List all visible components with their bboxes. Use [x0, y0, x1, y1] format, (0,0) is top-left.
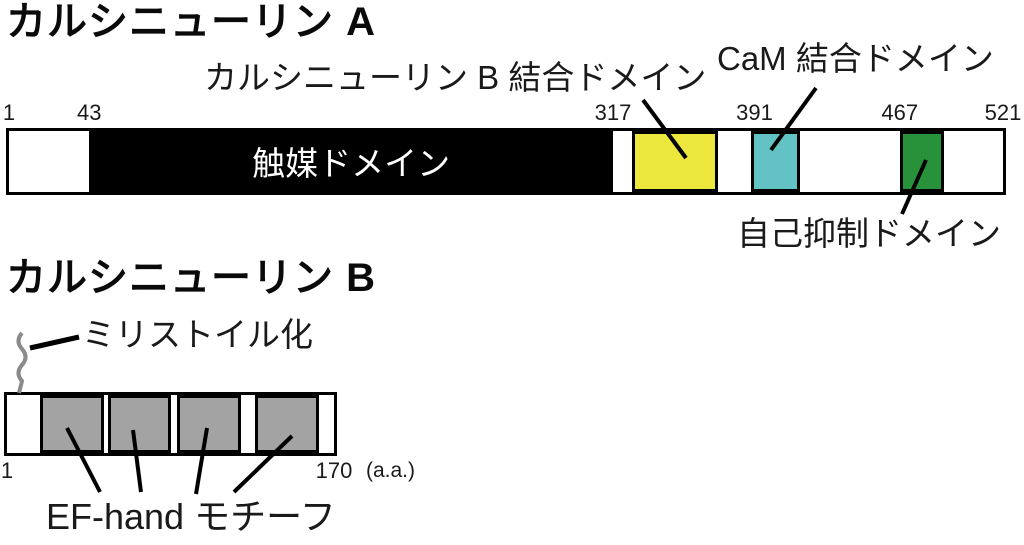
ef-hand-motif-1: [39, 395, 104, 453]
myristoylation-label: ミリストイル化: [82, 316, 313, 353]
ef-hand-motif-label: EF-hand モチーフ: [46, 496, 336, 537]
residue-tick-1: 1: [0, 458, 14, 483]
ef-hand-motif-2: [107, 395, 172, 453]
catalytic-domain-label: 触媒ドメイン: [252, 144, 451, 182]
calcineurin-b-binding-domain-label: カルシニューリン B 結合ドメイン: [204, 59, 707, 96]
ef-hand-motif-3: [177, 395, 242, 453]
residue-tick-43: 43: [77, 100, 102, 125]
residue-tick-391: 391: [736, 100, 773, 125]
amino-acid-unit-label: (a.a.): [366, 459, 416, 482]
ef-hand-motif-4: [254, 395, 319, 453]
cam-binding-domain-label: CaM 結合ドメイン: [717, 40, 994, 77]
residue-tick-317: 317: [594, 100, 632, 125]
calcineurin-a-bar: 触媒ドメイン: [6, 128, 1006, 195]
calcineurin-a-residue-ticks: 1 43 317 391 467 521: [3, 100, 1021, 125]
calcineurin-b-residue-ticks: 1 170: [1, 458, 352, 483]
catalytic-domain: 触媒ドメイン: [89, 131, 614, 192]
residue-tick-521: 521: [984, 100, 1022, 125]
cam-binding-domain: [750, 131, 801, 192]
calcineurin-b-binding-domain: [632, 131, 719, 192]
calcineurin-a-title: カルシニューリン A: [6, 0, 376, 44]
residue-tick-1: 1: [2, 100, 16, 125]
residue-tick-170: 170: [315, 458, 353, 483]
autoinhibitory-domain: [899, 131, 944, 192]
autoinhibitory-domain-label: 自己抑制ドメイン: [737, 215, 1001, 252]
calcineurin-b-bar: [4, 392, 337, 456]
residue-tick-467: 467: [881, 100, 919, 125]
myristoyl-squiggle: [16, 331, 28, 394]
leader-line-myristoylation: [29, 334, 80, 351]
calcineurin-b-title: カルシニューリン B: [6, 256, 376, 300]
